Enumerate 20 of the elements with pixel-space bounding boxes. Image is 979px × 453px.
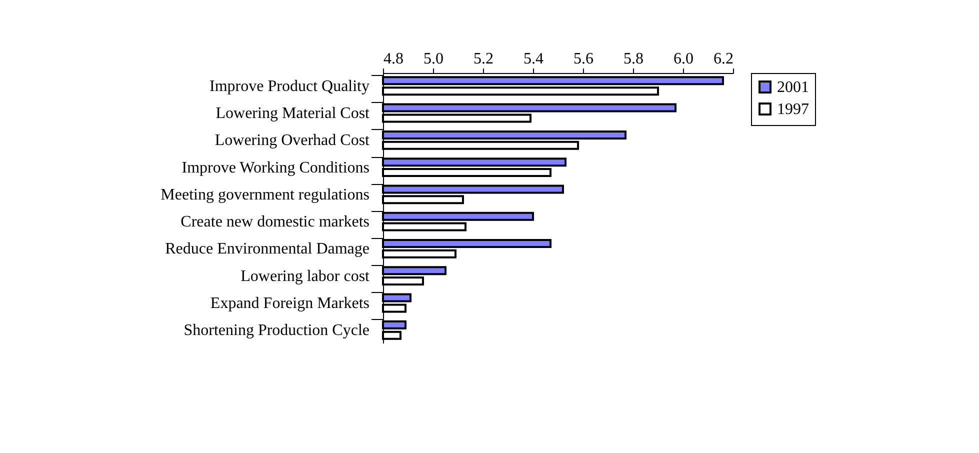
y-tick-label: Meeting government regulations (160, 186, 370, 204)
x-tick-label: 5.0 (424, 50, 444, 68)
x-tick-label: 5.8 (624, 50, 644, 68)
y-tick-label: Lowering Overhad Cost (214, 132, 370, 150)
x-tick-label: 4.8 (384, 50, 404, 68)
x-tick-label: 5.6 (574, 50, 594, 68)
legend-label: 1997 (777, 101, 809, 118)
x-tick-label: 5.4 (524, 50, 544, 68)
y-tick-label: Improve Product Quality (210, 78, 370, 95)
x-tick-label: 5.2 (474, 50, 494, 68)
legend-label: 2001 (777, 79, 809, 96)
y-tick-label: Lowering labor cost (240, 268, 370, 285)
y-tick-label: Lowering Material Cost (216, 105, 370, 122)
y-tick-label: Shortening Production Cycle (184, 322, 370, 340)
y-tick-label: Reduce Environmental Damage (165, 240, 370, 258)
y-tick-label: Create new domestic markets (180, 214, 370, 231)
y-tick-label: Expand Foreign Markets (210, 294, 370, 312)
x-tick-label: 6.2 (714, 50, 734, 68)
x-tick-label: 6.0 (674, 50, 694, 68)
y-tick-label: Improve Working Conditions (182, 159, 370, 176)
